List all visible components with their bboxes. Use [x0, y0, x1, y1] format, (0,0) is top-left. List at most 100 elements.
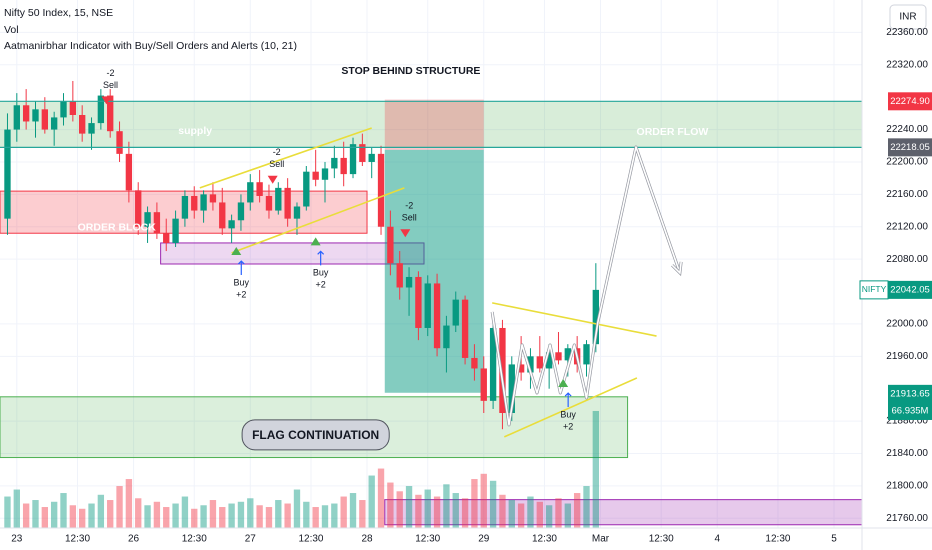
- volume-bar: [219, 507, 226, 528]
- candle-body: [312, 171, 319, 180]
- zone: [384, 99, 484, 150]
- candle-body: [50, 117, 58, 130]
- volume-bar: [293, 489, 301, 528]
- volume-bar: [331, 503, 338, 528]
- candle-body: [349, 144, 357, 175]
- signal-qty: -2: [273, 147, 281, 157]
- candle-body: [359, 144, 366, 162]
- volume-bar: [88, 503, 95, 528]
- x-tick-label: 12:30: [415, 534, 440, 545]
- candle-body: [284, 187, 291, 219]
- candle-body: [172, 218, 179, 243]
- candle-body: [387, 226, 394, 264]
- x-tick-label: 23: [11, 534, 23, 545]
- volume-bar: [536, 501, 543, 528]
- candle-body: [396, 263, 403, 288]
- candle-body: [583, 344, 590, 365]
- indicator-legend: Aatmanirbhar Indicator with Buy/Sell Ord…: [4, 40, 297, 52]
- symbol-label: NIFTY: [862, 284, 887, 294]
- volume-bar: [443, 484, 450, 528]
- signal-side: Buy: [560, 409, 576, 419]
- y-tick-label: 22160.00: [886, 189, 928, 200]
- volume-bar: [527, 496, 534, 528]
- volume-bar: [517, 503, 525, 528]
- y-tick-label: 21880.00: [886, 416, 928, 427]
- annotation: supply: [178, 125, 212, 137]
- volume-bar: [125, 479, 133, 528]
- candle-body: [116, 131, 123, 154]
- signal-side: Buy: [313, 268, 329, 278]
- volume-bar: [583, 486, 590, 528]
- volume-bar: [50, 501, 58, 528]
- candle-body: [592, 289, 600, 345]
- y-tick-label: 22120.00: [886, 221, 928, 232]
- candle-body: [69, 101, 77, 115]
- price-badge-label: 22042.05: [890, 284, 930, 295]
- y-tick-label: 22000.00: [886, 319, 928, 330]
- candle-body: [489, 327, 497, 401]
- volume-badge: [888, 401, 932, 420]
- y-tick-label: 22320.00: [886, 59, 928, 70]
- signal-qty: +2: [316, 280, 326, 290]
- volume-bar: [405, 486, 413, 528]
- candle-body: [153, 212, 161, 234]
- annotation: STOP BEHIND STRUCTURE: [341, 65, 480, 77]
- volume-bar: [116, 486, 123, 528]
- candle-body: [303, 171, 310, 207]
- volume-bar: [60, 493, 67, 528]
- candle-body: [41, 109, 49, 130]
- volume-bar: [41, 507, 49, 528]
- candle-body: [181, 195, 189, 219]
- candle-body: [424, 283, 431, 328]
- annotation-pill: [241, 419, 390, 451]
- signal-side: Sell: [402, 213, 417, 223]
- candle-body: [275, 187, 282, 211]
- buy-arrow: [564, 392, 572, 408]
- candle-body: [293, 206, 301, 219]
- volume-bar: [461, 498, 469, 528]
- trend-line: [492, 302, 657, 337]
- plot-layer: -2 Sell -2 Sell -2 Sell Buy +2 Buy +2 Buy +2 STOP BE…: [0, 0, 862, 528]
- x-tick-label: 12:30: [649, 534, 674, 545]
- volume-bar: [312, 507, 319, 528]
- volume-bar: [97, 494, 105, 528]
- volume-bar: [480, 473, 487, 528]
- signal-qty: +2: [563, 421, 573, 431]
- x-tick-label: 5: [831, 534, 837, 545]
- candle-body: [377, 153, 385, 227]
- volume-bar: [471, 479, 478, 528]
- candle-body: [219, 202, 226, 229]
- candle-body: [4, 129, 11, 219]
- candle-body: [191, 195, 198, 211]
- volume-bar: [107, 500, 114, 528]
- volume-bar: [387, 482, 394, 528]
- signal-side: Buy: [234, 277, 250, 287]
- candle-body: [499, 327, 506, 414]
- volume-bar: [564, 503, 571, 528]
- x-tick-label: 12:30: [65, 534, 90, 545]
- x-tick-label: 12:30: [765, 534, 790, 545]
- volume-bar: [163, 507, 170, 528]
- candle-body: [508, 364, 515, 414]
- trend-line: [491, 146, 681, 426]
- x-tick-label: 12:30: [298, 534, 323, 545]
- currency-button[interactable]: [889, 4, 927, 30]
- volume-bar: [237, 501, 245, 528]
- volume-bar: [22, 503, 30, 528]
- candle-body: [433, 283, 441, 349]
- volume-bar: [13, 489, 20, 528]
- price-badge-label: 22274.90: [890, 96, 930, 107]
- buy-arrow: [317, 250, 325, 266]
- volume-bar: [452, 493, 459, 528]
- volume-bar: [508, 500, 515, 528]
- candle-body: [107, 95, 114, 132]
- y-tick-label: 22240.00: [886, 124, 928, 135]
- volume-bar: [228, 503, 235, 528]
- volume-bar: [247, 498, 254, 528]
- currency-label[interactable]: INR: [899, 12, 916, 23]
- zone: [160, 242, 425, 265]
- price-badge: [888, 280, 932, 299]
- volume-bar: [424, 489, 431, 528]
- volume-bar: [555, 498, 562, 528]
- arrow-head: [671, 261, 682, 275]
